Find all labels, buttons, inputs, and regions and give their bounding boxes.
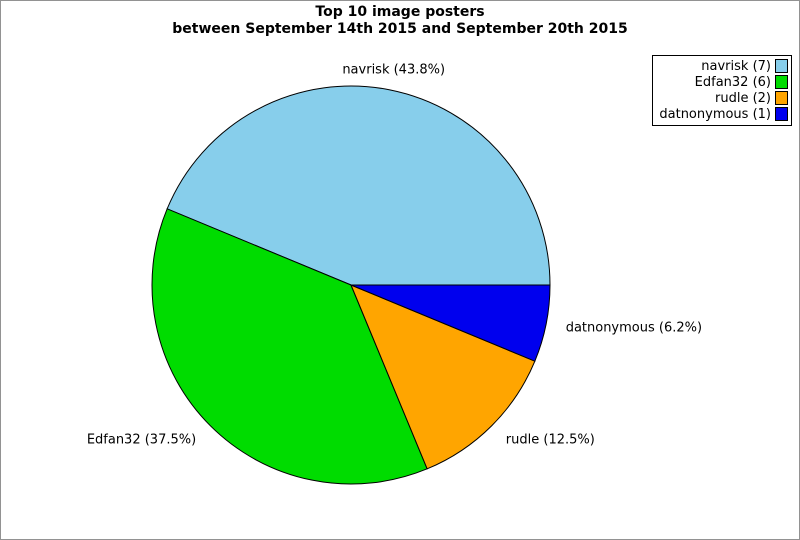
pie-slice-rudle xyxy=(350,284,536,470)
legend-label-datnonymous: datnonymous (1) xyxy=(659,106,771,122)
chart-title-line2: between September 14th 2015 and Septembe… xyxy=(172,21,628,37)
pie-slice-navrisk xyxy=(166,85,551,286)
legend: navrisk (7) Edfan32 (6) rudle (2) datnonymo… xyxy=(652,55,792,126)
pie-slice-Edfan32 xyxy=(151,208,428,485)
legend-label-navrisk: navrisk (7) xyxy=(701,58,771,74)
legend-item-rudle: rudle (2) xyxy=(659,90,788,106)
legend-item-navrisk: navrisk (7) xyxy=(659,58,788,74)
slice-label-datnonymous: datnonymous (6.2%) xyxy=(565,320,703,336)
legend-swatch-Edfan32 xyxy=(775,75,788,89)
legend-label-rudle: rudle (2) xyxy=(715,90,771,106)
chart-title-line1: Top 10 image posters xyxy=(315,4,485,20)
legend-label-Edfan32: Edfan32 (6) xyxy=(694,74,771,90)
legend-swatch-rudle xyxy=(775,91,788,105)
slice-label-rudle: rudle (12.5%) xyxy=(505,432,595,448)
pie-slice-datnonymous xyxy=(350,284,551,362)
legend-item-datnonymous: datnonymous (1) xyxy=(659,106,788,122)
legend-swatch-navrisk xyxy=(775,59,788,73)
slice-label-Edfan32: Edfan32 (37.5%) xyxy=(86,432,197,448)
chart-title: Top 10 image posters between September 1… xyxy=(1,4,799,38)
legend-item-Edfan32: Edfan32 (6) xyxy=(659,74,788,90)
legend-swatch-datnonymous xyxy=(775,107,788,121)
slice-label-navrisk: navrisk (43.8%) xyxy=(342,62,446,78)
